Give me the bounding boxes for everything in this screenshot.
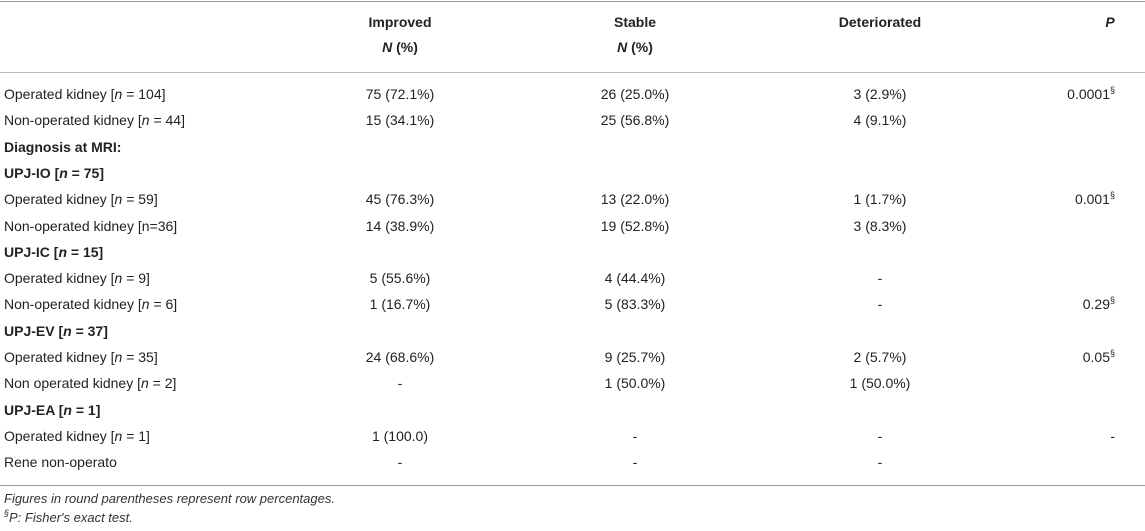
table-row: UPJ-EA [n = 1] [0, 397, 1145, 423]
cell-improved: 1 (16.7%) [369, 296, 431, 313]
table-top-rule [0, 1, 1145, 2]
column-header-p: P [1105, 14, 1115, 30]
row-label: UPJ-IO [n = 75] [4, 164, 104, 181]
table-row: Non-operated kidney [n = 44] 15 (34.1%) 25… [0, 107, 1145, 133]
cell-deteriorated: - [877, 427, 883, 444]
row-label: Non-operated kidney [n = 6] [4, 296, 178, 313]
cell-deteriorated: 1 (1.7%) [853, 191, 907, 208]
cell-deteriorated: 3 (8.3%) [853, 217, 907, 234]
cell-p-value: 0.05§ [1082, 348, 1115, 366]
row-label: Non-operated kidney [n = 44] [4, 112, 185, 129]
table-row: Operated kidney [n = 9] 5 (55.6%) 4 (44.4%… [0, 265, 1145, 291]
table-row: Non-operated kidney [n = 6] 1 (16.7%) 5 (8… [0, 291, 1145, 317]
cell-improved: 5 (55.6%) [369, 270, 431, 287]
table-row: Operated kidney [n = 1] 1 (100.0) - - - [0, 423, 1145, 449]
cell-stable: 25 (56.8%) [600, 112, 670, 129]
cell-deteriorated: - [877, 296, 883, 313]
table-row: UPJ-IC [n = 15] [0, 239, 1145, 265]
cell-p-value: 0.001§ [1074, 190, 1115, 208]
table-row: Rene non-operato - - - [0, 449, 1145, 475]
cell-deteriorated: 4 (9.1%) [853, 112, 907, 129]
cell-improved: 75 (72.1%) [365, 86, 435, 102]
cell-stable: - [632, 454, 638, 471]
cell-improved: 24 (68.6%) [365, 349, 435, 365]
cell-deteriorated: 3 (2.9%) [853, 86, 907, 102]
table-row: UPJ-EV [n = 37] [0, 318, 1145, 344]
cell-stable: 4 (44.4%) [604, 270, 666, 287]
row-label: Non-operated kidney [n=36] [4, 217, 178, 234]
cell-p-value: 0.0001§ [1067, 85, 1115, 103]
row-label: Operated kidney [n = 1] [4, 427, 150, 444]
row-label: UPJ-EA [n = 1] [4, 401, 101, 418]
row-label: Rene non-operato [4, 454, 117, 471]
table-row: Non operated kidney [n = 2] - 1 (50.0%) 1 (… [0, 370, 1145, 396]
cell-deteriorated: - [877, 454, 883, 471]
cell-deteriorated: 2 (5.7%) [853, 349, 907, 365]
cell-improved: - [397, 454, 403, 471]
cell-improved: 1 (100.0) [371, 427, 429, 444]
cell-improved: - [397, 375, 403, 392]
row-label: UPJ-IC [n = 15] [4, 243, 104, 260]
table-row: Non-operated kidney [n=36] 14 (38.9%) 19 (… [0, 213, 1145, 239]
cell-improved: 15 (34.1%) [365, 112, 435, 129]
cell-stable: 1 (50.0%) [604, 375, 666, 392]
cell-improved: 14 (38.9%) [365, 217, 435, 234]
cell-deteriorated: 1 (50.0%) [849, 375, 911, 392]
row-label: Operated kidney [n = 9] [4, 270, 150, 287]
footnote-fisher: §P: Fisher's exact test. [4, 508, 133, 526]
row-label: Diagnosis at MRI: [4, 138, 122, 155]
row-label: UPJ-EV [n = 37] [4, 322, 108, 339]
table-row: Operated kidney [n = 104] 75 (72.1%) 26 (2… [0, 81, 1145, 107]
cell-stable: 26 (25.0%) [600, 86, 670, 102]
row-label: Operated kidney [n = 104] [4, 86, 166, 102]
table-bottom-rule [0, 485, 1145, 486]
row-label: Non operated kidney [n = 2] [4, 375, 177, 392]
table-row: UPJ-IO [n = 75] [0, 160, 1145, 186]
column-header-improved: Improved N (%) [368, 14, 432, 55]
header-rule [0, 72, 1145, 73]
table-row: Operated kidney [n = 35] 24 (68.6%) 9 (25.… [0, 344, 1145, 370]
cell-deteriorated: - [877, 270, 883, 287]
cell-p-value: - [1110, 427, 1115, 444]
footnote-percentages: Figures in round parentheses represent r… [4, 491, 335, 506]
table-row: Operated kidney [n = 59] 45 (76.3%) 13 (22… [0, 186, 1145, 212]
row-label: Operated kidney [n = 59] [4, 191, 158, 208]
cell-stable: 19 (52.8%) [600, 217, 670, 234]
cell-p-value: 0.29§ [1082, 295, 1115, 313]
cell-stable: 13 (22.0%) [600, 191, 670, 208]
column-header-deteriorated: Deteriorated [838, 14, 922, 30]
row-label: Operated kidney [n = 35] [4, 349, 158, 365]
cell-stable: - [632, 427, 638, 444]
cell-stable: 9 (25.7%) [604, 349, 666, 365]
table-row: Diagnosis at MRI: [0, 134, 1145, 160]
cell-improved: 45 (76.3%) [365, 191, 435, 208]
column-header-stable: Stable N (%) [613, 14, 656, 55]
cell-stable: 5 (83.3%) [604, 296, 666, 313]
